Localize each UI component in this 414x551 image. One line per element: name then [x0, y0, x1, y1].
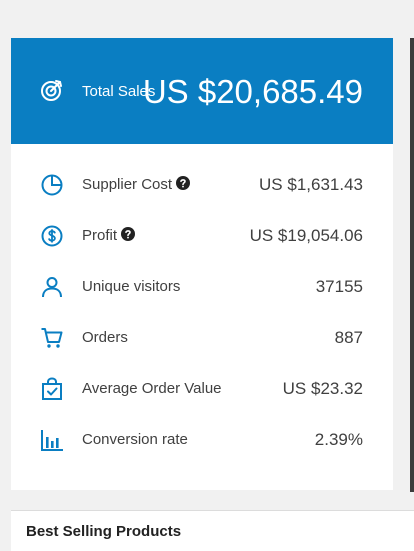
- metric-row-unique-visitors: Unique visitors 37155: [11, 272, 393, 302]
- supplier-cost-label: Supplier Cost: [82, 176, 173, 193]
- best-selling-products-title: Best Selling Products: [26, 523, 182, 540]
- help-icon[interactable]: [176, 176, 191, 190]
- cart-icon: [41, 328, 63, 348]
- supplier-cost-value: US $1,631.43: [259, 175, 363, 194]
- shopping-bag-check-icon: [42, 377, 62, 400]
- user-icon: [42, 277, 62, 298]
- bar-chart-icon: [41, 430, 63, 451]
- average-order-value-label: Average Order Value: [82, 380, 222, 397]
- metric-row-orders: Orders 887: [11, 323, 393, 353]
- dollar-circle-icon: [41, 225, 63, 247]
- metric-label: Supplier Cost: [82, 176, 191, 194]
- help-icon[interactable]: [121, 227, 136, 241]
- unique-visitors-label: Unique visitors: [82, 278, 181, 295]
- pie-chart-icon: [41, 174, 63, 196]
- target-icon: [41, 80, 62, 101]
- unique-visitors-value: 37155: [315, 277, 363, 296]
- total-sales-label: Total Sales: [82, 83, 156, 100]
- panel-divider: [410, 38, 414, 492]
- total-sales-value: US $20,685.49: [142, 73, 363, 110]
- metric-row-conversion-rate: Conversion rate 2.39%: [11, 425, 393, 455]
- conversion-rate-label: Conversion rate: [82, 431, 188, 448]
- total-sales-header: Total Sales US $20,685.49: [11, 38, 393, 144]
- average-order-value-value: US $23.32: [282, 379, 363, 398]
- orders-label: Orders: [82, 329, 128, 346]
- orders-value: 887: [334, 328, 363, 347]
- sales-stats-card: Total Sales US $20,685.49 Supplier Cost …: [11, 38, 393, 490]
- metric-row-supplier-cost: Supplier Cost US $1,631.43: [11, 170, 393, 200]
- profit-value: US $19,054.06: [249, 226, 363, 245]
- metric-label: Profit: [82, 227, 136, 245]
- metric-row-average-order-value: Average Order Value US $23.32: [11, 374, 393, 404]
- best-selling-products-card: Best Selling Products: [11, 510, 414, 551]
- conversion-rate-value: 2.39%: [314, 430, 363, 449]
- profit-label: Profit: [82, 227, 118, 244]
- metric-row-profit: Profit US $19,054.06: [11, 221, 393, 251]
